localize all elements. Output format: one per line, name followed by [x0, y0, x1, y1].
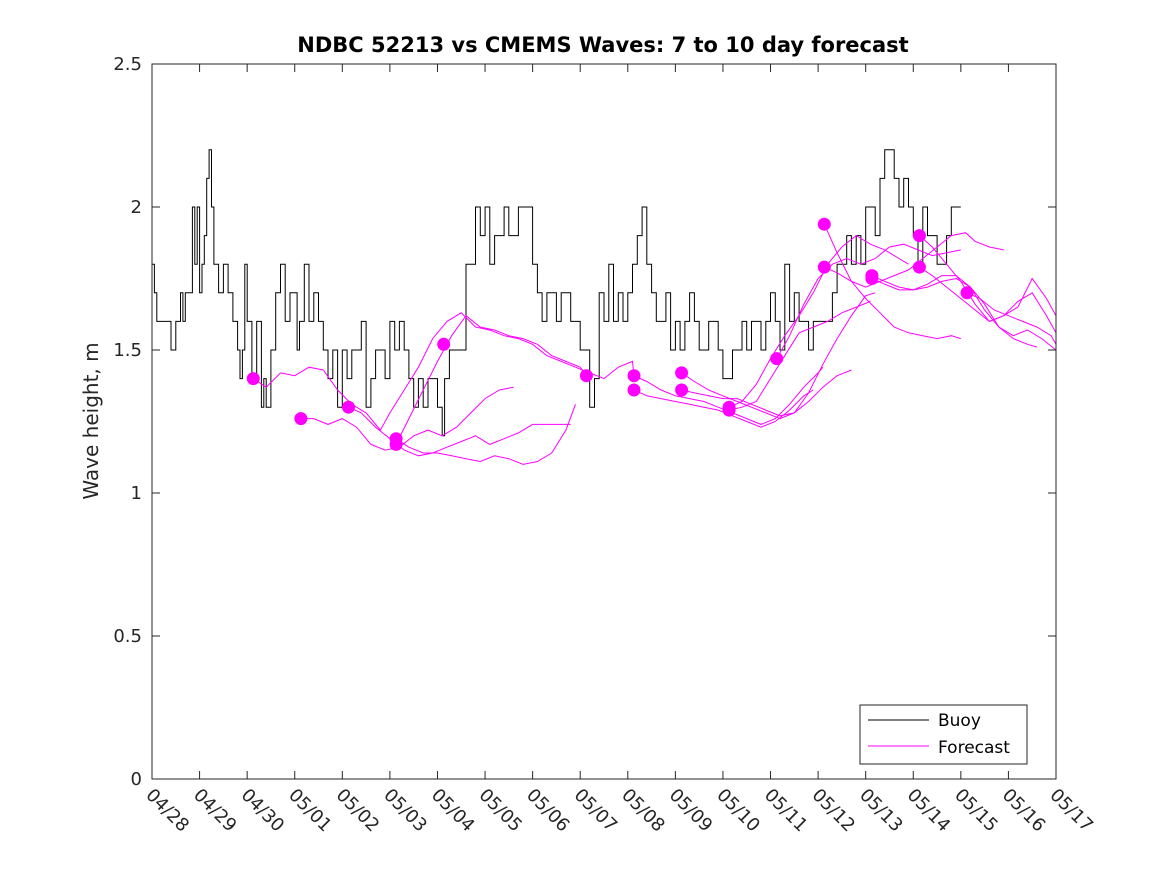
x-tick-label: 05/09 — [665, 785, 717, 837]
forecast-marker-15 — [817, 260, 831, 274]
forecast-marker-19 — [912, 260, 926, 274]
series-forecast-line-10 — [728, 300, 871, 411]
series-forecast-line-11 — [776, 243, 961, 359]
x-tick-label: 05/05 — [475, 785, 527, 837]
x-tick-label: 05/13 — [855, 785, 907, 837]
x-tick-label: 05/03 — [379, 785, 431, 837]
forecast-marker-17 — [865, 272, 879, 285]
y-tick-label: 1 — [131, 483, 142, 504]
x-tick-label: 05/16 — [998, 785, 1050, 837]
x-tick-label: 05/14 — [903, 785, 955, 837]
x-tick-label: 04/28 — [141, 785, 193, 837]
series-forecast-line-9 — [728, 234, 909, 408]
x-tick-label: 05/06 — [522, 785, 574, 837]
forecast-marker-20 — [960, 286, 974, 300]
x-tick-label: 04/30 — [237, 785, 289, 837]
legend-box — [859, 704, 1028, 765]
forecast-marker-10 — [675, 383, 689, 397]
series-forecast-line-17 — [919, 266, 1057, 334]
y-tick-label: 2 — [131, 197, 142, 218]
x-tick-label: 05/08 — [617, 785, 669, 837]
y-tick-label: 2.5 — [113, 54, 142, 75]
forecast-marker-8 — [627, 383, 641, 397]
series-forecast-line-18 — [966, 292, 1057, 345]
forecast-marker-14 — [817, 217, 831, 231]
series-forecast-line-7 — [681, 369, 852, 420]
y-axis-label: Wave height, m — [79, 342, 103, 499]
series-forecast-line-15 — [871, 277, 1057, 351]
data-layer — [152, 149, 1057, 465]
legend-buoy-label: Buoy — [938, 711, 981, 731]
forecast-marker-1 — [294, 412, 308, 426]
series-forecast-line-0 — [253, 312, 635, 431]
series-forecast-line-1 — [300, 386, 514, 451]
series-forecast-line-4 — [395, 314, 587, 445]
forecast-marker-13 — [770, 352, 784, 366]
legend: Buoy Forecast — [859, 704, 1028, 765]
x-tick-label: 05/15 — [950, 785, 1002, 837]
x-tick-label: 05/11 — [760, 785, 812, 837]
x-tick-label: 05/17 — [1045, 785, 1097, 837]
legend-forecast-label: Forecast — [938, 738, 1010, 758]
series-forecast-line-3 — [395, 404, 576, 465]
x-tick-label: 05/02 — [332, 785, 384, 837]
x-tick-label: 05/07 — [570, 785, 622, 837]
forecast-marker-6 — [579, 369, 593, 383]
forecast-marker-9 — [675, 366, 689, 380]
series-forecast-line-8 — [681, 292, 876, 417]
series-forecast-line-2 — [348, 406, 571, 457]
chart-title: NDBC 52213 vs CMEMS Waves: 7 to 10 day f… — [297, 33, 908, 57]
x-tick-label: 04/29 — [189, 785, 241, 837]
forecast-marker-5 — [437, 337, 451, 351]
y-tick-label: 0.5 — [113, 626, 142, 647]
axes-box — [151, 63, 1057, 780]
x-tick-label: 05/01 — [284, 785, 336, 837]
series-forecast-line-12 — [823, 223, 961, 340]
forecast-marker-18 — [912, 229, 926, 243]
forecast-marker-2 — [342, 400, 355, 414]
x-tick-label: 05/12 — [808, 785, 860, 837]
forecast-marker-0 — [246, 372, 260, 386]
x-tick-label: 05/10 — [712, 785, 764, 837]
x-tick-label: 05/04 — [427, 785, 479, 837]
forecast-marker-12 — [722, 403, 736, 417]
forecast-marker-4 — [389, 437, 403, 451]
y-tick-label: 0 — [131, 769, 142, 790]
y-tick-label: 1.5 — [113, 340, 142, 361]
series-buoy-line — [152, 149, 961, 437]
forecast-marker-7 — [627, 369, 641, 383]
plot-area — [152, 64, 1056, 779]
